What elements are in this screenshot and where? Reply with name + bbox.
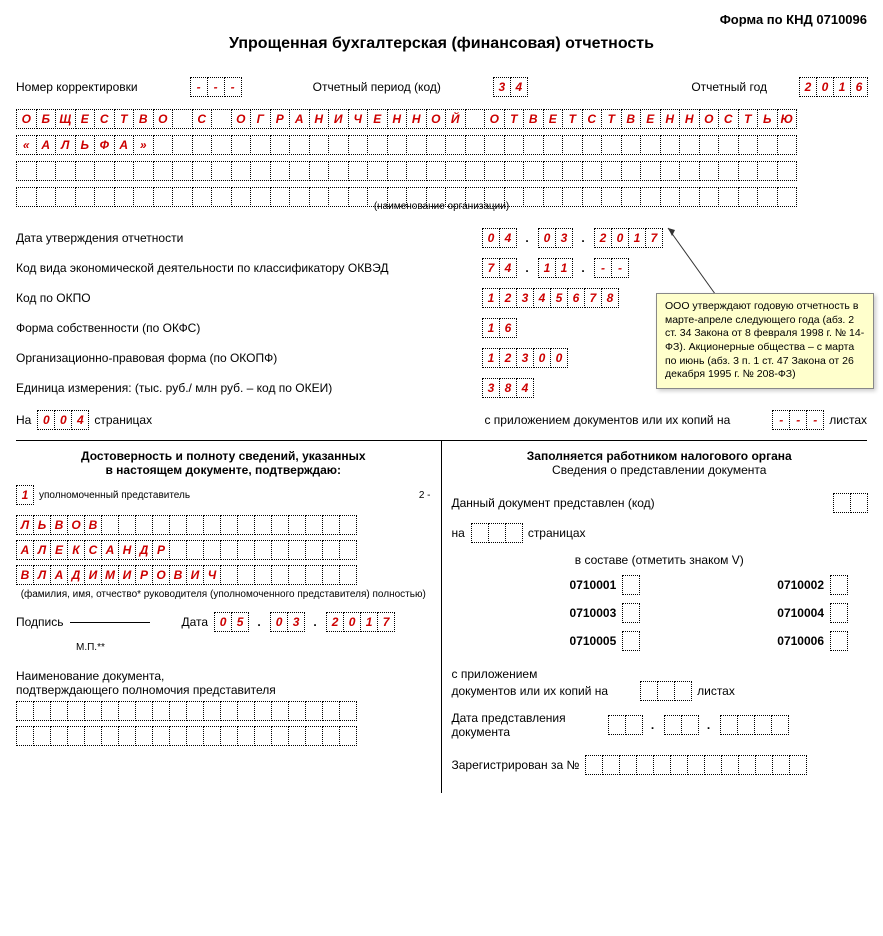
rep-label-num: 2 -	[419, 490, 431, 501]
doc-presented-label: Данный документ представлен (код)	[452, 496, 655, 510]
okfs-label: Форма собственности (по ОКФС)	[16, 321, 476, 335]
approval-year[interactable]: 2017	[594, 228, 662, 248]
pages-prefix: На	[16, 413, 31, 427]
code-label: 0710006	[777, 634, 824, 648]
doc-presented-cells[interactable]	[833, 493, 867, 513]
year-label: Отчетный год	[691, 80, 767, 94]
sign-year[interactable]: 2017	[326, 612, 394, 632]
left-title2: в настоящем документе, подтверждаю:	[16, 463, 431, 477]
code-label: 0710001	[570, 578, 617, 592]
sign-month[interactable]: 03	[270, 612, 304, 632]
code-label: 0710002	[777, 578, 824, 592]
year-cells[interactable]: 2016	[799, 77, 867, 97]
attach-suffix: листах	[829, 413, 867, 427]
approval-day[interactable]: 04	[482, 228, 516, 248]
org-name-block: ОБЩЕСТВОСОГРАНИЧЕННОЙОТВЕТСТВЕННОСТЬЮ «А…	[16, 109, 867, 207]
doc-name-label1: Наименование документа,	[16, 669, 431, 683]
code-check[interactable]	[622, 603, 639, 623]
page-title: Упрощенная бухгалтерская (финансовая) от…	[16, 35, 867, 53]
tooltip: ООО утверждают годовую отчетность в март…	[656, 293, 874, 389]
name-row[interactable]: ВЛАДИМИРОВИЧ	[16, 565, 431, 585]
right-subtitle: Сведения о представлении документа	[452, 463, 868, 477]
code-check[interactable]	[830, 575, 847, 595]
mp-label: М.П.**	[76, 642, 431, 653]
okved-c[interactable]: --	[594, 258, 628, 278]
code-check[interactable]	[622, 631, 639, 651]
docs-copies-cells[interactable]	[640, 681, 691, 701]
okved-a[interactable]: 74	[482, 258, 516, 278]
pages2-cells[interactable]	[471, 523, 522, 543]
okei-label: Единица измерения: (тыс. руб./ млн руб. …	[16, 381, 476, 395]
with-attach-label: с приложением	[452, 667, 868, 681]
form-code: Форма по КНД 0710096	[16, 12, 867, 27]
signature-line	[70, 622, 150, 623]
okei-cells[interactable]: 384	[482, 378, 533, 398]
doc-name-row[interactable]	[16, 726, 431, 746]
code-label: 0710003	[570, 606, 617, 620]
pages-suffix: страницах	[94, 413, 152, 427]
attach-cells[interactable]: ---	[772, 410, 823, 430]
okved-label: Код вида экономической деятельности по к…	[16, 261, 476, 275]
org-name-row[interactable]: ОБЩЕСТВОСОГРАНИЧЕННОЙОТВЕТСТВЕННОСТЬЮ	[16, 109, 867, 129]
fio-caption: (фамилия, имя, отчество* руководителя (у…	[16, 589, 431, 600]
attach-label: с приложением документов или их копий на	[484, 413, 730, 427]
submit-day[interactable]	[608, 715, 642, 735]
name-row[interactable]: АЛЕКСАНДР	[16, 540, 431, 560]
correction-label: Номер корректировки	[16, 80, 138, 94]
reg-label: Зарегистрирован за №	[452, 758, 580, 772]
period-cells[interactable]: 34	[493, 77, 527, 97]
submit-month[interactable]	[664, 715, 698, 735]
left-title1: Достоверность и полноту сведений, указан…	[16, 449, 431, 463]
code-label: 0710004	[777, 606, 824, 620]
doc-name-label2: подтверждающего полномочия представителя	[16, 683, 431, 697]
okpo-label: Код по ОКПО	[16, 291, 476, 305]
sign-label: Подпись	[16, 615, 64, 629]
correction-cells[interactable]: ---	[190, 77, 241, 97]
approval-month[interactable]: 03	[538, 228, 572, 248]
pages2-suffix: страницах	[528, 526, 586, 540]
code-label: 0710005	[570, 634, 617, 648]
code-check[interactable]	[830, 603, 847, 623]
rep-code[interactable]: 1	[16, 485, 33, 505]
code-check[interactable]	[622, 575, 639, 595]
okpo-cells[interactable]: 12345678	[482, 288, 618, 308]
right-title: Заполняется работником налогового органа	[452, 449, 868, 463]
includes-label: в составе (отметить знаком V)	[452, 553, 868, 567]
codes-grid: 0710001 0710002 0710003 0710004 0710005 07100…	[452, 575, 868, 651]
name-row[interactable]: ЛЬВОВ	[16, 515, 431, 535]
okopf-label: Организационно-правовая форма (по ОКОПФ)	[16, 351, 476, 365]
on-label: на	[452, 526, 465, 540]
sheets-label: листах	[697, 684, 735, 698]
approval-date-label: Дата утверждения отчетности	[16, 231, 476, 245]
okfs-cells[interactable]: 16	[482, 318, 516, 338]
submit-date-label: Дата представления документа	[452, 711, 602, 739]
doc-name-row[interactable]	[16, 701, 431, 721]
okopf-cells[interactable]: 12300	[482, 348, 567, 368]
reg-cells[interactable]	[585, 755, 806, 775]
rep-label: уполномоченный представитель	[39, 490, 190, 501]
submit-year[interactable]	[720, 715, 788, 735]
org-name-row[interactable]	[16, 161, 867, 181]
sign-day[interactable]: 05	[214, 612, 248, 632]
pages-cells[interactable]: 004	[37, 410, 88, 430]
date-label: Дата	[182, 615, 209, 629]
docs-copies-label: документов или их копий на	[452, 684, 609, 698]
org-name-row[interactable]: «АЛЬФА»	[16, 135, 867, 155]
period-label: Отчетный период (код)	[313, 80, 441, 94]
code-check[interactable]	[830, 631, 847, 651]
okved-b[interactable]: 11	[538, 258, 572, 278]
